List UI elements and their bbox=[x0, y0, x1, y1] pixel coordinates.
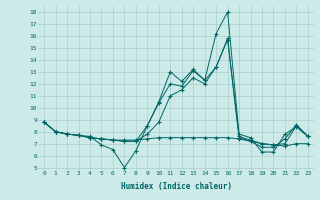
X-axis label: Humidex (Indice chaleur): Humidex (Indice chaleur) bbox=[121, 182, 231, 191]
